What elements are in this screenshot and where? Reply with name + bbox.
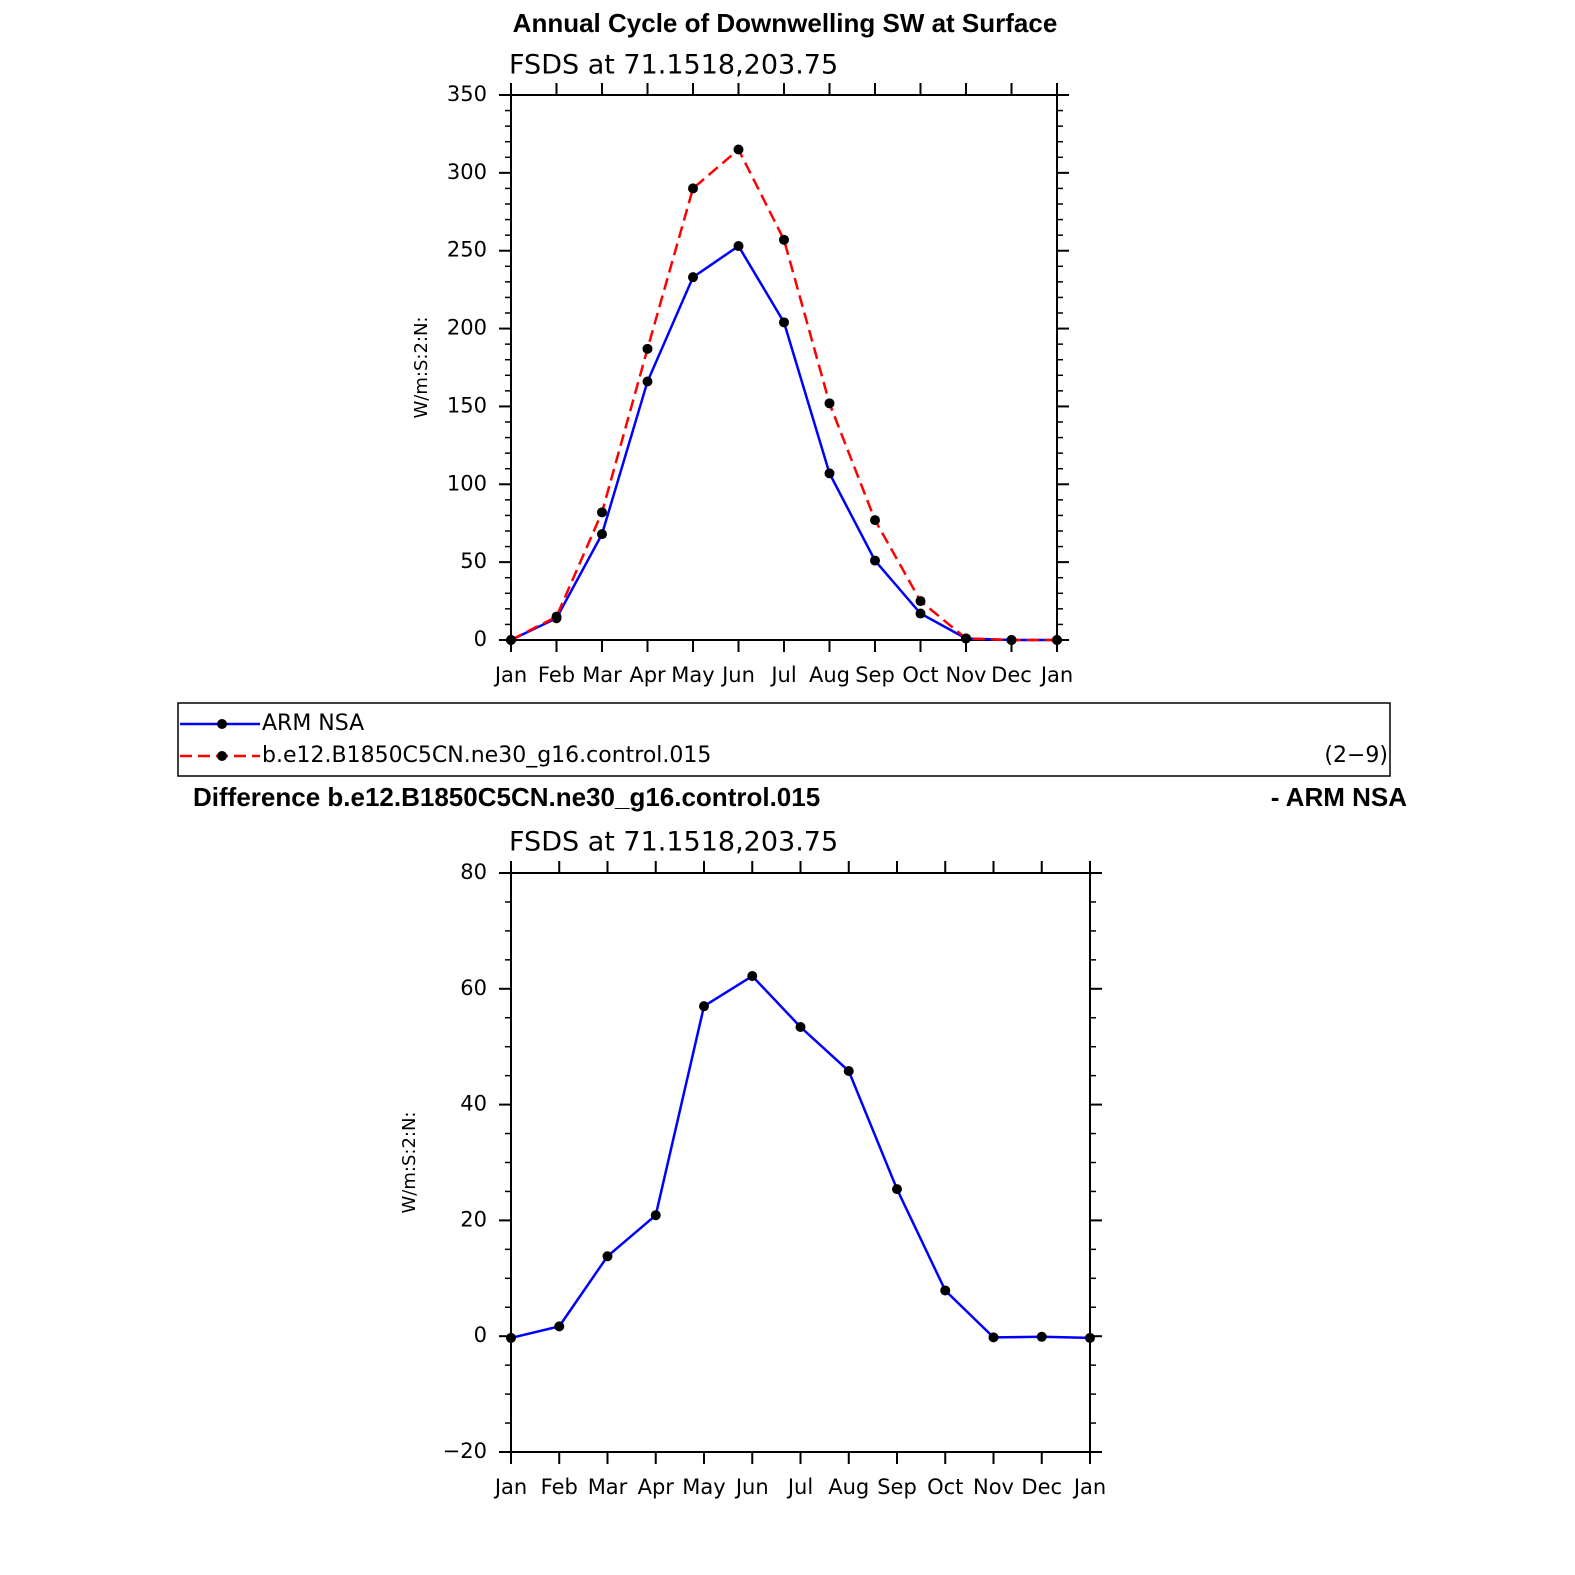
data-point xyxy=(915,608,926,619)
y-tick-label: 300 xyxy=(447,160,487,184)
x-tick-label: Feb xyxy=(541,1475,578,1499)
data-point xyxy=(733,241,744,252)
data-point xyxy=(824,468,835,479)
data-point xyxy=(699,1001,709,1012)
x-tick-label: May xyxy=(671,663,714,687)
x-tick-label: Feb xyxy=(538,663,575,687)
data-point xyxy=(602,1251,613,1262)
x-tick-label: Jun xyxy=(734,1475,769,1499)
data-point xyxy=(506,635,516,645)
x-tick-label: Aug xyxy=(809,663,850,687)
series-line xyxy=(510,147,1057,642)
data-point xyxy=(940,1285,951,1296)
plot-frame xyxy=(510,872,1091,1453)
y-tick-label: −20 xyxy=(443,1439,487,1463)
plot-frame xyxy=(510,94,1058,641)
y-tick-label: 0 xyxy=(474,627,487,651)
data-point xyxy=(870,515,880,526)
x-tick-label: Jan xyxy=(493,1475,527,1499)
y-tick-label: 40 xyxy=(460,1092,487,1116)
data-point xyxy=(597,507,607,518)
y-tick-label: 350 xyxy=(447,82,487,106)
y-tick-label: 0 xyxy=(474,1323,487,1347)
y-tick-label: 200 xyxy=(447,316,487,340)
data-point xyxy=(870,555,880,566)
x-tick-label: Jan xyxy=(1039,663,1073,687)
legend-marker xyxy=(217,719,227,729)
data-point xyxy=(747,971,758,982)
data-point xyxy=(506,1332,516,1343)
x-tick-label: Sep xyxy=(855,663,895,687)
data-point xyxy=(915,596,926,607)
y-axis-label: W/m:S:2:N: xyxy=(411,317,432,419)
data-point xyxy=(795,1022,806,1033)
x-tick-label: Dec xyxy=(991,663,1032,687)
data-point xyxy=(688,272,698,283)
data-point xyxy=(824,398,835,409)
x-tick-label: Jan xyxy=(1072,1475,1106,1499)
x-tick-label: Oct xyxy=(902,663,938,687)
data-point xyxy=(961,633,971,644)
x-tick-label: Jul xyxy=(769,663,796,687)
data-point xyxy=(688,183,698,194)
data-point xyxy=(642,343,653,354)
x-tick-label: Mar xyxy=(588,1475,628,1499)
chart-title: Difference b.e12.B1850C5CN.ne30_g16.cont… xyxy=(193,782,820,812)
data-point xyxy=(1036,1331,1047,1342)
legend-label: b.e12.B1850C5CN.ne30_g16.control.015 xyxy=(262,743,711,768)
data-point xyxy=(779,317,789,328)
y-tick-label: 80 xyxy=(460,860,487,884)
chart-subtitle: FSDS at 71.1518,203.75 xyxy=(509,827,838,858)
series-line xyxy=(510,244,1057,642)
data-point xyxy=(988,1332,999,1343)
legend-box xyxy=(177,702,1391,777)
y-axis-label: W/m:S:2:N: xyxy=(399,1112,420,1214)
data-point xyxy=(551,611,562,622)
x-tick-label: Nov xyxy=(946,663,987,687)
y-tick-label: 250 xyxy=(447,238,487,262)
x-tick-label: Apr xyxy=(629,663,666,687)
y-tick-label: 100 xyxy=(447,471,487,495)
legend-note: (2−9) xyxy=(1324,743,1388,768)
data-point xyxy=(843,1066,854,1077)
x-tick-label: Sep xyxy=(877,1475,917,1499)
legend-label: ARM NSA xyxy=(262,711,364,736)
x-tick-label: Jun xyxy=(720,663,755,687)
x-tick-label: Jul xyxy=(786,1475,813,1499)
data-point xyxy=(733,144,744,155)
y-tick-label: 150 xyxy=(447,393,487,417)
data-point xyxy=(554,1321,565,1332)
chart-title-right: - ARM NSA xyxy=(1271,782,1407,812)
y-tick-label: 50 xyxy=(460,549,487,573)
legend-marker xyxy=(217,751,227,761)
x-tick-label: May xyxy=(682,1475,725,1499)
chart-subtitle: FSDS at 71.1518,203.75 xyxy=(509,50,838,81)
data-point xyxy=(1052,635,1062,645)
data-point xyxy=(1006,635,1017,645)
data-point xyxy=(650,1210,661,1221)
y-tick-label: 20 xyxy=(460,1207,487,1231)
x-tick-label: Mar xyxy=(582,663,622,687)
x-tick-label: Oct xyxy=(927,1475,963,1499)
data-point xyxy=(642,376,653,387)
x-tick-label: Jan xyxy=(493,663,527,687)
x-tick-label: Aug xyxy=(828,1475,869,1499)
x-tick-label: Nov xyxy=(973,1475,1014,1499)
data-point xyxy=(892,1184,902,1195)
data-point xyxy=(779,234,789,245)
data-point xyxy=(1085,1332,1095,1343)
data-point xyxy=(597,529,607,540)
x-tick-label: Dec xyxy=(1021,1475,1062,1499)
y-tick-label: 60 xyxy=(460,976,487,1000)
x-tick-label: Apr xyxy=(638,1475,675,1499)
chart-title: Annual Cycle of Downwelling SW at Surfac… xyxy=(513,8,1058,38)
